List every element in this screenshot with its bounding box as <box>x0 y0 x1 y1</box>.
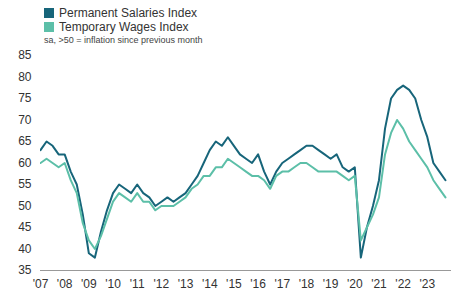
svg-text:'11: '11 <box>130 277 145 291</box>
svg-text:35: 35 <box>18 263 32 277</box>
svg-text:'20: '20 <box>347 277 363 291</box>
html-text:Permanent Salaries Index: Permanent Salaries Index <box>59 6 198 20</box>
svg-text:'18: '18 <box>299 277 315 291</box>
svg-text:'15: '15 <box>226 277 242 291</box>
svg-text:65: 65 <box>18 134 32 148</box>
svg-text:'12: '12 <box>154 277 170 291</box>
svg-text:'22: '22 <box>395 277 411 291</box>
svg-text:75: 75 <box>18 91 32 105</box>
svg-text:70: 70 <box>18 113 32 127</box>
svg-text:85: 85 <box>18 48 32 62</box>
svg-text:'17: '17 <box>274 277 290 291</box>
svg-text:'08: '08 <box>57 277 73 291</box>
svg-text:'07: '07 <box>33 277 49 291</box>
svg-text:80: 80 <box>18 70 32 84</box>
svg-text:'21: '21 <box>371 277 387 291</box>
svg-text:'13: '13 <box>178 277 194 291</box>
svg-text:60: 60 <box>18 156 32 170</box>
svg-text:'10: '10 <box>105 277 121 291</box>
svg-text:'16: '16 <box>250 277 266 291</box>
svg-text:'19: '19 <box>323 277 339 291</box>
svg-text:45: 45 <box>18 220 32 234</box>
html-text:Temporary Wages Index: Temporary Wages Index <box>59 20 189 34</box>
svg-text:50: 50 <box>18 199 32 213</box>
svg-text:'09: '09 <box>81 277 97 291</box>
svg-text:'23: '23 <box>420 277 436 291</box>
svg-text:55: 55 <box>18 177 32 191</box>
html-text:sa, >50 = inflation since prev: sa, >50 = inflation since previous month <box>44 35 203 45</box>
svg-text:40: 40 <box>18 242 32 256</box>
svg-text:'14: '14 <box>202 277 218 291</box>
